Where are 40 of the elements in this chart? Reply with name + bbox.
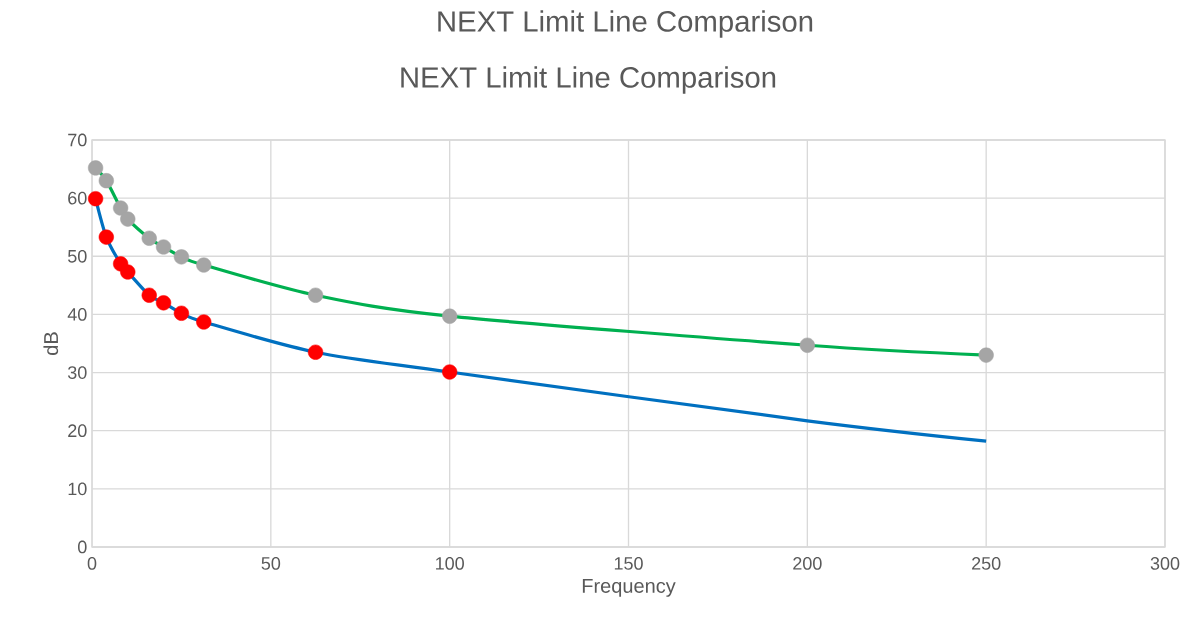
chart-title: NEXT Limit Line Comparison xyxy=(438,10,813,38)
y-tick-label: 60 xyxy=(68,191,87,205)
point xyxy=(155,295,172,311)
point xyxy=(442,364,458,380)
point xyxy=(98,229,114,245)
x-tick-label: 50 xyxy=(261,557,281,570)
x-tick-label: 100 xyxy=(436,557,464,570)
x-tick-label: 250 xyxy=(972,557,1001,570)
y-tick-label: 50 xyxy=(67,249,87,263)
x-tick-label: 150 xyxy=(614,557,643,570)
chart-subtitle: NEXT Limit Line Comparison xyxy=(401,66,776,94)
x-tick-label: 200 xyxy=(793,557,822,570)
point xyxy=(155,239,172,255)
point xyxy=(98,173,114,189)
y-axis-title: dB xyxy=(43,332,59,355)
point xyxy=(196,314,212,330)
x-tick-label: 0 xyxy=(87,557,97,570)
y-tick-label: 40 xyxy=(67,308,87,321)
point xyxy=(141,230,157,246)
y-tick-label: 20 xyxy=(68,424,87,438)
point xyxy=(120,264,136,280)
point xyxy=(113,200,129,216)
point xyxy=(87,160,104,176)
point xyxy=(120,211,136,227)
point xyxy=(442,308,458,324)
point xyxy=(87,191,104,207)
x-tick-label: 300 xyxy=(1150,557,1180,570)
y-tick-label: 70 xyxy=(68,133,87,147)
point xyxy=(196,257,212,273)
point xyxy=(141,287,157,303)
point xyxy=(307,287,324,303)
point xyxy=(307,344,324,360)
point xyxy=(173,305,190,321)
y-tick-label: 10 xyxy=(68,482,87,496)
point xyxy=(978,347,994,363)
y-tick-label: 30 xyxy=(67,366,87,379)
point xyxy=(799,337,815,353)
point xyxy=(173,249,190,265)
x-axis-title: Frequency xyxy=(582,578,676,597)
y-tick-label: 0 xyxy=(78,540,87,554)
